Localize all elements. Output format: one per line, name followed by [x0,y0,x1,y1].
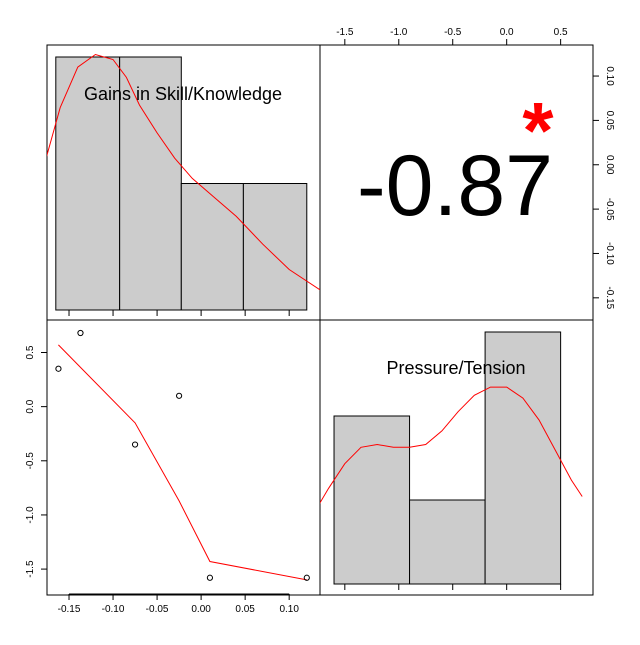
tick-label: -0.15 [604,286,615,309]
variable-label-gains: Gains in Skill/Knowledge [84,84,282,104]
histogram-bar [180,183,244,311]
density-curve [47,53,320,291]
histogram-bar [55,56,121,311]
tick-label: -1.0 [25,506,36,524]
tick-label: 0.10 [279,604,299,615]
tick-label: 0.00 [191,604,211,615]
density-curve [320,386,583,504]
tick-label: -0.10 [604,242,615,265]
tick-label: 0.5 [25,345,36,359]
scatter-point [77,329,84,337]
scatter-panel [55,329,310,581]
tick-label: -0.05 [604,198,615,221]
tick-label: -1.5 [25,560,36,578]
scatter-point [175,392,183,399]
scatter-point [303,574,310,581]
tick-label: 0.05 [604,111,615,131]
histogram-panel-gains [47,53,320,316]
histogram-bar [333,415,411,585]
histogram-panel-pressure [320,331,583,590]
correlation-panel: -0.87 * [357,86,554,234]
correlation-value: -0.87 [357,138,553,234]
histogram-bar [484,331,562,585]
scatter-point [131,441,139,448]
tick-label: -0.15 [58,604,81,615]
variable-label-pressure: Pressure/Tension [386,358,525,378]
tick-label: 0.0 [25,399,36,413]
tick-label: -1.0 [390,27,408,38]
tick-label: -0.05 [146,604,169,615]
scatter-point [206,574,214,581]
scatter-point [55,365,62,372]
tick-label: -0.10 [102,604,125,615]
tick-label: 0.0 [500,27,514,38]
significance-star: * [522,86,554,175]
axes: -0.15 -0.10 -0.05 0.00 0.05 0.10 -1.5 -1.0 -0.5 0… [25,27,615,615]
tick-label: 0.05 [235,604,255,615]
tick-label: 0.00 [604,155,615,175]
histogram-bar [119,56,182,311]
histogram-bar [242,183,308,311]
tick-label: 0.10 [604,66,615,86]
tick-label: 0.5 [554,27,568,38]
tick-label: -0.5 [444,27,462,38]
fit-line [58,344,307,581]
tick-label: -0.5 [25,452,36,470]
panel-frame [46,319,321,596]
panel-frame [319,319,594,596]
histogram-bar [409,499,486,585]
tick-label: -1.5 [336,27,354,38]
